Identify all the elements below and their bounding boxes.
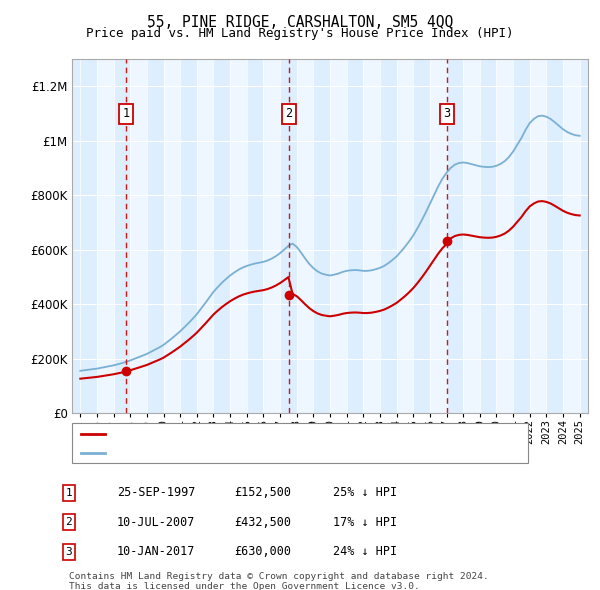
- Text: £432,500: £432,500: [234, 516, 291, 529]
- Bar: [280, 59, 297, 413]
- Text: Contains HM Land Registry data © Crown copyright and database right 2024.: Contains HM Land Registry data © Crown c…: [69, 572, 489, 581]
- Bar: [380, 59, 397, 413]
- Text: 17% ↓ HPI: 17% ↓ HPI: [333, 516, 397, 529]
- Text: HPI: Average price, detached house, Sutton: HPI: Average price, detached house, Sutt…: [109, 448, 382, 457]
- Bar: [263, 59, 280, 413]
- Bar: [113, 59, 130, 413]
- Bar: [547, 59, 563, 413]
- Bar: [147, 59, 164, 413]
- Bar: [347, 59, 363, 413]
- Text: This data is licensed under the Open Government Licence v3.0.: This data is licensed under the Open Gov…: [69, 582, 420, 590]
- Text: 55, PINE RIDGE, CARSHALTON, SM5 4QQ (detached house): 55, PINE RIDGE, CARSHALTON, SM5 4QQ (det…: [109, 429, 447, 438]
- Bar: [80, 59, 97, 413]
- Text: 55, PINE RIDGE, CARSHALTON, SM5 4QQ: 55, PINE RIDGE, CARSHALTON, SM5 4QQ: [147, 15, 453, 30]
- Bar: [180, 59, 197, 413]
- Bar: [446, 59, 463, 413]
- Text: 1: 1: [122, 107, 130, 120]
- Text: £630,000: £630,000: [234, 545, 291, 558]
- Bar: [97, 59, 113, 413]
- Text: 3: 3: [443, 107, 451, 120]
- Bar: [313, 59, 330, 413]
- Bar: [513, 59, 530, 413]
- Bar: [214, 59, 230, 413]
- Bar: [580, 59, 596, 413]
- Bar: [230, 59, 247, 413]
- Bar: [430, 59, 446, 413]
- Text: £152,500: £152,500: [234, 486, 291, 499]
- Text: 10-JAN-2017: 10-JAN-2017: [117, 545, 196, 558]
- Text: Price paid vs. HM Land Registry's House Price Index (HPI): Price paid vs. HM Land Registry's House …: [86, 27, 514, 40]
- Bar: [164, 59, 180, 413]
- Text: 1: 1: [65, 488, 73, 497]
- Bar: [197, 59, 214, 413]
- Text: 2: 2: [286, 107, 292, 120]
- Bar: [480, 59, 496, 413]
- Bar: [247, 59, 263, 413]
- Bar: [496, 59, 513, 413]
- Bar: [530, 59, 547, 413]
- Bar: [463, 59, 480, 413]
- Bar: [330, 59, 347, 413]
- Text: 2: 2: [65, 517, 73, 527]
- Bar: [363, 59, 380, 413]
- Text: 25-SEP-1997: 25-SEP-1997: [117, 486, 196, 499]
- Bar: [397, 59, 413, 413]
- Text: 25% ↓ HPI: 25% ↓ HPI: [333, 486, 397, 499]
- Bar: [130, 59, 147, 413]
- Bar: [413, 59, 430, 413]
- Text: 3: 3: [65, 547, 73, 556]
- Bar: [297, 59, 313, 413]
- Text: 24% ↓ HPI: 24% ↓ HPI: [333, 545, 397, 558]
- Bar: [563, 59, 580, 413]
- Text: 10-JUL-2007: 10-JUL-2007: [117, 516, 196, 529]
